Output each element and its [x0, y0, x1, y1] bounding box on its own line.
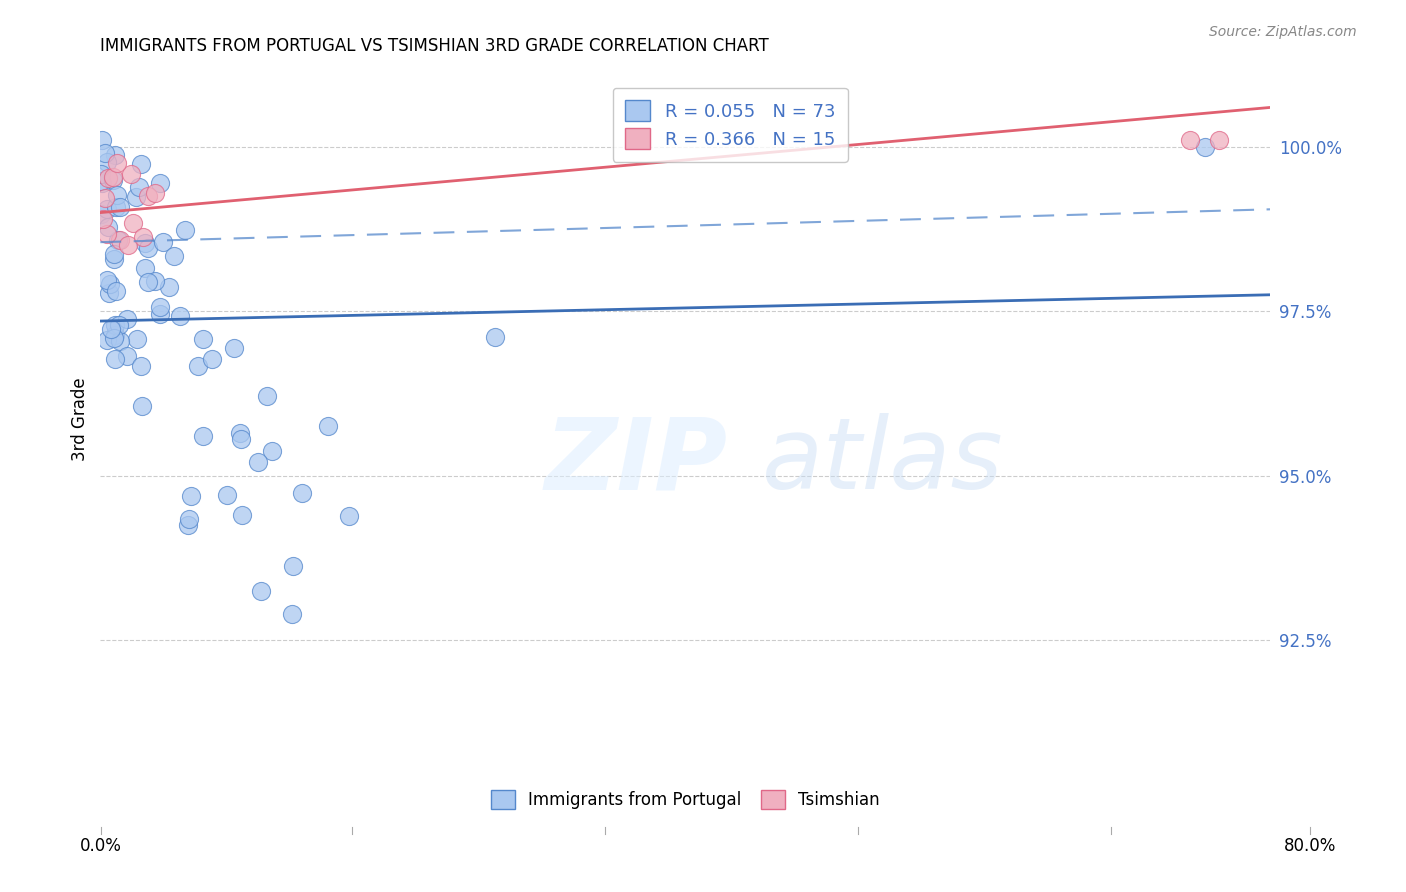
Point — [134, 260, 156, 275]
Point — [115, 350, 138, 364]
Point — [229, 432, 252, 446]
Point — [143, 186, 166, 201]
Point — [104, 318, 127, 332]
Point — [163, 249, 186, 263]
Point — [231, 508, 253, 523]
Point — [101, 169, 124, 184]
Point — [176, 517, 198, 532]
Point — [1178, 133, 1201, 147]
Point — [316, 419, 339, 434]
Point — [97, 286, 120, 301]
Point — [93, 191, 115, 205]
Point — [143, 274, 166, 288]
Point — [91, 176, 114, 190]
Text: ZIP: ZIP — [546, 413, 728, 510]
Point — [96, 227, 118, 241]
Point — [104, 148, 127, 162]
Point — [256, 389, 278, 403]
Y-axis label: 3rd Grade: 3rd Grade — [72, 378, 89, 461]
Point — [90, 167, 112, 181]
Point — [117, 238, 139, 252]
Point — [193, 332, 215, 346]
Point — [97, 170, 120, 185]
Point — [98, 277, 121, 291]
Point — [337, 508, 360, 523]
Point — [108, 334, 131, 349]
Point — [201, 352, 224, 367]
Point — [105, 156, 128, 170]
Point — [148, 307, 170, 321]
Point — [96, 333, 118, 347]
Point — [136, 189, 159, 203]
Point — [280, 607, 302, 622]
Point — [108, 200, 131, 214]
Text: 80.0%: 80.0% — [1284, 837, 1337, 855]
Point — [281, 558, 304, 573]
Text: atlas: atlas — [762, 413, 1002, 510]
Point — [291, 486, 314, 500]
Point — [96, 154, 118, 169]
Point — [128, 179, 150, 194]
Point — [101, 173, 124, 187]
Point — [96, 273, 118, 287]
Point — [110, 233, 132, 247]
Point — [117, 312, 139, 326]
Point — [125, 190, 148, 204]
Text: 0.0%: 0.0% — [80, 837, 122, 855]
Point — [129, 157, 152, 171]
Point — [97, 219, 120, 234]
Point — [149, 300, 172, 314]
Point — [246, 455, 269, 469]
Point — [91, 211, 114, 226]
Point — [157, 280, 180, 294]
Point — [484, 330, 506, 344]
Point — [134, 235, 156, 250]
Point — [100, 322, 122, 336]
Point — [120, 167, 142, 181]
Point — [138, 242, 160, 256]
Point — [173, 223, 195, 237]
Point — [91, 133, 114, 147]
Point — [129, 359, 152, 373]
Point — [105, 284, 128, 298]
Point — [191, 429, 214, 443]
Point — [122, 216, 145, 230]
Point — [180, 489, 202, 503]
Point — [103, 252, 125, 267]
Point — [90, 174, 112, 188]
Point — [179, 512, 201, 526]
Point — [89, 207, 111, 221]
Point — [1208, 133, 1230, 147]
Point — [105, 200, 128, 214]
Legend: Immigrants from Portugal, Tsimshian: Immigrants from Portugal, Tsimshian — [485, 783, 886, 816]
Point — [93, 145, 115, 160]
Point — [250, 583, 273, 598]
Text: Source: ZipAtlas.com: Source: ZipAtlas.com — [1209, 25, 1357, 39]
Text: IMMIGRANTS FROM PORTUGAL VS TSIMSHIAN 3RD GRADE CORRELATION CHART: IMMIGRANTS FROM PORTUGAL VS TSIMSHIAN 3R… — [100, 37, 769, 55]
Point — [1194, 140, 1216, 154]
Point — [169, 309, 191, 323]
Point — [131, 400, 153, 414]
Point — [107, 233, 129, 247]
Point — [149, 177, 172, 191]
Point — [215, 488, 238, 502]
Point — [131, 230, 153, 244]
Point — [105, 188, 128, 202]
Point — [104, 351, 127, 366]
Point — [104, 328, 127, 343]
Point — [187, 359, 209, 373]
Point — [222, 341, 245, 355]
Point — [262, 443, 284, 458]
Point — [127, 333, 149, 347]
Point — [103, 246, 125, 260]
Point — [136, 275, 159, 289]
Point — [152, 235, 174, 250]
Point — [229, 426, 252, 441]
Point — [96, 202, 118, 216]
Point — [108, 318, 131, 332]
Point — [103, 331, 125, 345]
